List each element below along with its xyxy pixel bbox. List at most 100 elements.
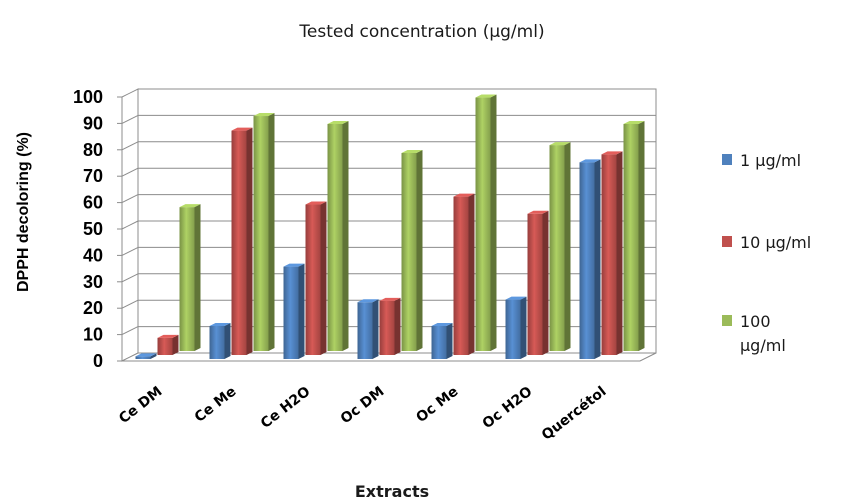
- bar-top: [283, 263, 305, 267]
- bar: [453, 193, 475, 355]
- bar: [475, 94, 497, 351]
- bar-side: [342, 120, 349, 352]
- gridline: [121, 220, 139, 230]
- bar-side: [638, 120, 645, 352]
- bar: [549, 142, 571, 351]
- bar: [305, 201, 327, 355]
- x-tick-label: Oc H2O: [480, 383, 536, 432]
- x-tick-label: Oc DM: [338, 384, 388, 428]
- bar-top: [231, 127, 253, 131]
- bar-side: [594, 159, 601, 359]
- legend-label: 100 µg/ml: [740, 312, 786, 355]
- y-tick-label: 0: [93, 351, 103, 371]
- gridline: [121, 167, 139, 177]
- bar-side: [172, 334, 179, 355]
- bar-side: [298, 263, 305, 359]
- bar-side: [150, 353, 157, 359]
- bar-front: [283, 266, 299, 359]
- bar-top: [209, 323, 231, 326]
- y-tick-label: 10: [83, 325, 103, 345]
- bar-top: [475, 94, 497, 98]
- bar-side: [246, 127, 253, 355]
- legend-swatch: [722, 315, 732, 326]
- y-tick-label: 60: [83, 193, 103, 213]
- bar-top: [379, 297, 401, 301]
- bar: [379, 297, 401, 355]
- bar-front: [505, 299, 521, 359]
- bar-side: [542, 210, 549, 355]
- y-tick-label: 30: [83, 272, 103, 292]
- bar: [527, 210, 549, 355]
- bar-front: [179, 207, 195, 351]
- x-tick-label: Ce H2O: [258, 383, 314, 431]
- bar-top: [527, 210, 549, 214]
- bar-side: [372, 299, 379, 359]
- bar-front: [379, 300, 395, 355]
- bar-front: [579, 162, 595, 359]
- bar-front: [549, 145, 565, 351]
- y-tick-label: 90: [83, 113, 103, 133]
- bar-side: [320, 201, 327, 355]
- bar-front: [527, 213, 543, 355]
- bar-side: [446, 323, 453, 359]
- bar-front: [401, 153, 417, 351]
- y-axis-label: DPPH decoloring (%): [15, 132, 32, 292]
- bar-top: [453, 193, 475, 197]
- bar-top: [357, 299, 379, 303]
- bar: [253, 113, 275, 351]
- bar-front: [327, 123, 343, 352]
- y-tick-label: 20: [83, 298, 103, 318]
- legend-label: 10 µg/ml: [740, 233, 811, 252]
- gridline: [121, 299, 139, 309]
- x-axis-label: Extracts: [355, 482, 429, 501]
- x-tick-label: Quercétol: [539, 384, 610, 444]
- bar: [179, 204, 201, 351]
- bar-front: [357, 302, 373, 359]
- gridline: [121, 246, 139, 256]
- x-tick-label: Oc Me: [413, 384, 461, 426]
- bar-side: [616, 151, 623, 355]
- bar-top: [305, 201, 327, 205]
- bar-top: [623, 120, 645, 124]
- y-tick-label: 50: [83, 219, 103, 239]
- gridline: [121, 194, 139, 204]
- bar-front: [231, 130, 247, 355]
- gridline: [121, 273, 139, 283]
- bar: [431, 323, 453, 359]
- chart-title: Tested concentration (µg/ml): [298, 22, 544, 42]
- y-tick-label: 80: [83, 140, 103, 160]
- bar: [401, 150, 423, 351]
- bar-front: [475, 97, 491, 351]
- gridline: [121, 114, 139, 124]
- bar: [327, 120, 349, 352]
- bar-top: [179, 204, 201, 208]
- y-tick-label: 100: [73, 87, 103, 107]
- bar-top: [579, 159, 601, 163]
- bar-side: [490, 94, 497, 351]
- bar: [505, 296, 527, 359]
- bar-top: [157, 334, 179, 338]
- bar: [157, 334, 179, 355]
- bar-top: [253, 113, 275, 117]
- bar-front: [431, 326, 447, 359]
- bar-side: [224, 323, 231, 359]
- x-tick-label: Ce Me: [192, 384, 240, 426]
- bar: [135, 353, 157, 359]
- bar-front: [157, 337, 173, 355]
- gridline: [121, 141, 139, 151]
- bar: [209, 323, 231, 359]
- legend-swatch: [722, 154, 732, 165]
- bar-top: [327, 120, 349, 124]
- bar-top: [549, 142, 571, 146]
- bar-front: [453, 196, 469, 355]
- y-tick-label: 40: [83, 245, 103, 265]
- bar-side: [520, 296, 527, 359]
- bar-front: [135, 356, 151, 359]
- bar-top: [505, 296, 527, 300]
- bar-side: [468, 193, 475, 355]
- bar: [357, 299, 379, 359]
- bar-front: [305, 204, 321, 355]
- bar: [231, 127, 253, 355]
- bar-top: [135, 353, 157, 357]
- bar-front: [623, 123, 639, 352]
